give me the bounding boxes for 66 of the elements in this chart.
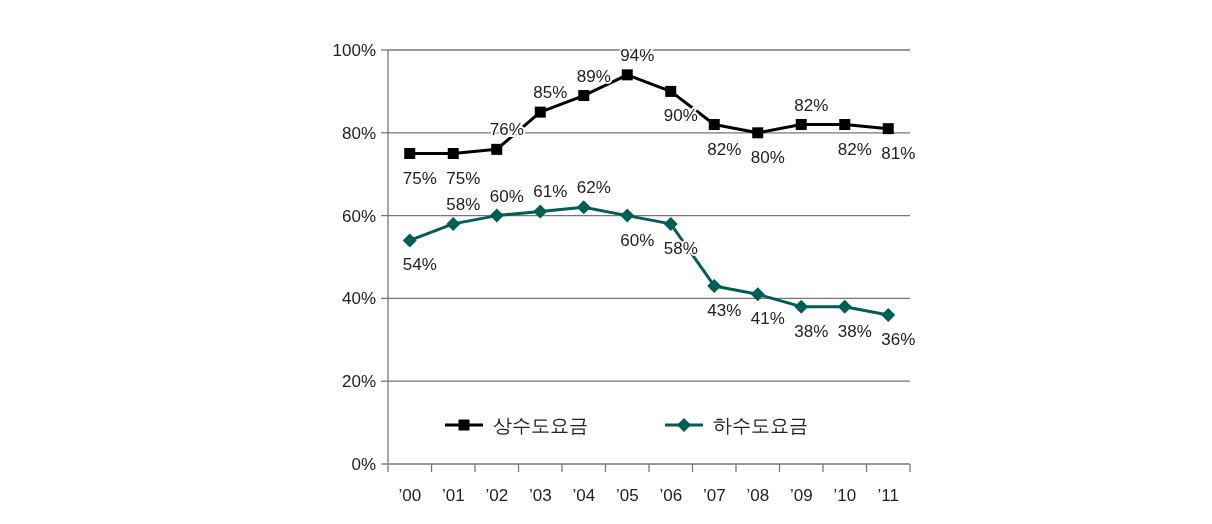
x-tick-label: ’08	[746, 486, 770, 505]
point	[752, 127, 764, 139]
data-label: 82%	[794, 95, 829, 115]
x-tick-label: ’09	[789, 486, 813, 505]
data-label: 82%	[837, 139, 872, 159]
x-tick-label: ’01	[441, 486, 465, 505]
x-tick-label: ’00	[398, 486, 422, 505]
data-label: 41%	[750, 309, 785, 329]
point	[708, 119, 720, 131]
point	[620, 208, 635, 223]
x-tick-label: ’04	[572, 486, 596, 505]
data-label: 43%	[707, 300, 742, 320]
y-tick-label: 0%	[351, 455, 376, 474]
data-label: 75%	[402, 168, 437, 188]
point	[576, 200, 591, 215]
point	[839, 119, 851, 131]
x-tick-label: ’02	[485, 486, 509, 505]
point	[795, 119, 807, 131]
point	[491, 143, 503, 155]
y-tick-label: 40%	[341, 289, 376, 309]
point	[707, 278, 722, 293]
data-label: 81%	[881, 143, 916, 163]
point	[446, 216, 461, 231]
legend-label: 상수도요금	[493, 415, 588, 436]
data-label: 85%	[533, 83, 568, 103]
data-label: 38%	[794, 321, 829, 341]
point	[402, 233, 417, 248]
y-tick-label: 60%	[341, 206, 376, 226]
point	[750, 287, 765, 302]
data-label: 82%	[707, 139, 742, 159]
data-label: 62%	[576, 178, 611, 198]
data-label: 60%	[620, 230, 655, 250]
y-tick-label: 20%	[341, 372, 376, 392]
point	[837, 299, 852, 314]
data-label: 89%	[576, 66, 611, 86]
point	[881, 307, 896, 322]
x-tick-label: ’07	[702, 486, 726, 505]
x-tick-label: ’10	[833, 486, 857, 505]
point	[404, 148, 416, 159]
data-label: 60%	[489, 186, 524, 206]
point	[621, 69, 633, 81]
data-label: 38%	[837, 321, 872, 341]
data-label: 61%	[533, 182, 568, 202]
point	[447, 148, 459, 159]
point	[665, 85, 677, 97]
point	[663, 216, 678, 231]
point	[534, 106, 546, 118]
point	[882, 123, 894, 135]
legend-label: 하수도요금	[713, 415, 808, 436]
data-label: 36%	[881, 329, 916, 349]
point	[489, 208, 504, 223]
data-label: 58%	[446, 194, 481, 214]
point	[533, 204, 548, 219]
x-tick-label: ’06	[659, 486, 683, 505]
point	[578, 90, 590, 102]
data-label: 54%	[402, 255, 437, 275]
x-tick-label: ’03	[528, 486, 552, 505]
x-tick-label: ’11	[877, 486, 899, 505]
data-label: 80%	[750, 147, 785, 167]
point	[794, 299, 809, 314]
data-label: 90%	[663, 106, 698, 126]
x-tick-label: ’05	[615, 486, 639, 505]
y-tick-label: 80%	[341, 123, 376, 143]
y-tick-label: 100%	[332, 41, 376, 60]
data-label: 94%	[620, 45, 655, 65]
data-label: 75%	[446, 168, 481, 188]
